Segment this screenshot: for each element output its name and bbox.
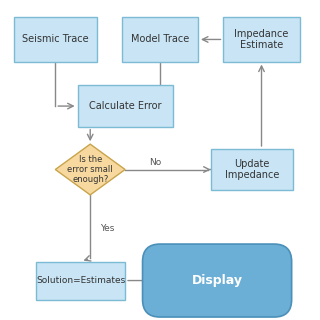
FancyBboxPatch shape xyxy=(36,261,125,300)
Polygon shape xyxy=(55,144,125,195)
Text: Update
Impedance: Update Impedance xyxy=(225,159,279,180)
Text: Seismic Trace: Seismic Trace xyxy=(22,35,89,44)
Text: Solution=Estimates: Solution=Estimates xyxy=(36,276,125,285)
Text: Yes: Yes xyxy=(100,224,115,233)
Text: Display: Display xyxy=(192,274,243,287)
FancyBboxPatch shape xyxy=(211,149,293,190)
FancyBboxPatch shape xyxy=(14,17,97,62)
Text: Model Trace: Model Trace xyxy=(131,35,189,44)
Text: Impedance
Estimate: Impedance Estimate xyxy=(234,29,289,50)
FancyBboxPatch shape xyxy=(122,17,198,62)
FancyBboxPatch shape xyxy=(77,85,173,127)
FancyBboxPatch shape xyxy=(223,17,300,62)
Text: No: No xyxy=(149,158,161,167)
Text: Calculate Error: Calculate Error xyxy=(89,101,161,111)
FancyBboxPatch shape xyxy=(142,244,292,317)
Text: Is the
error small
enough?: Is the error small enough? xyxy=(68,155,113,184)
